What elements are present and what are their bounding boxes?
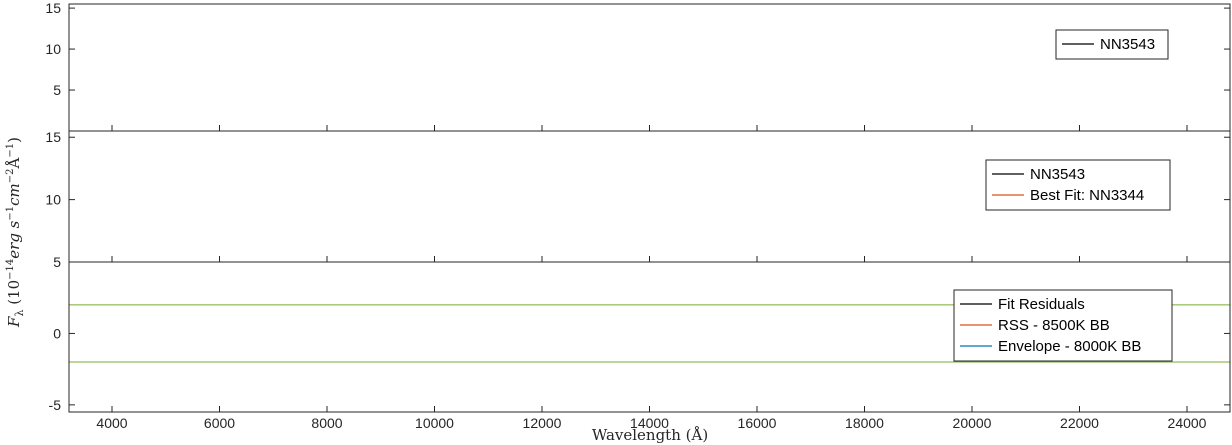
top-ytick-label-2: 15 [45, 0, 61, 16]
bot-ytick-label-1: 0 [53, 325, 61, 341]
xtick-label-0: 4000 [96, 415, 127, 431]
mid-ytick-label-2: 15 [45, 129, 61, 145]
mid-ytick-label-1: 10 [45, 192, 61, 208]
top-legend-label-0: NN3543 [1100, 36, 1155, 53]
bot-ytick-label-0: -5 [49, 397, 62, 413]
xtick-label-9: 22000 [1060, 415, 1099, 431]
bot-legend [953, 289, 1173, 362]
top-ytick-label-0: 5 [53, 82, 61, 98]
panel-middle-best-fit: 5 10 15 NN3543 Best Fit: NN3344 [45, 129, 1231, 270]
xtick-label-5: 14000 [630, 415, 669, 431]
mid-legend-label-0: NN3543 [1030, 166, 1085, 183]
panel-bottom-residuals: -5 0 Fit Residuals RSS - 8500K BB Envelope -… [49, 125, 1231, 431]
top-legend [1055, 29, 1169, 60]
x-axis-label: Wavelength (Å) [592, 426, 708, 444]
panel-top-frame [68, 3, 1231, 132]
xtick-label-10: 24000 [1168, 415, 1207, 431]
xtick-label-7: 18000 [845, 415, 884, 431]
bot-legend-label-2: Envelope - 8000K BB [998, 338, 1141, 355]
top-ytick-label-1: 10 [45, 41, 61, 57]
xtick-label-3: 10000 [415, 415, 454, 431]
xtick-label-2: 8000 [311, 415, 342, 431]
xtick-label-8: 20000 [953, 415, 992, 431]
mid-legend [985, 159, 1171, 211]
bot-legend-label-1: RSS - 8500K BB [998, 317, 1110, 334]
y-axis-label: Fλ (10−14erg s−1cm−2Å−1) [5, 137, 26, 328]
xtick-label-6: 16000 [738, 415, 777, 431]
bot-legend-label-0: Fit Residuals [998, 296, 1085, 313]
mid-ytick-label-0: 5 [53, 254, 61, 270]
xtick-label-4: 12000 [523, 415, 562, 431]
panel-top-spectrum: 5 10 15 NN3543 [45, 0, 1231, 132]
xtick-label-1: 6000 [204, 415, 235, 431]
mid-legend-label-1: Best Fit: NN3344 [1030, 187, 1144, 204]
